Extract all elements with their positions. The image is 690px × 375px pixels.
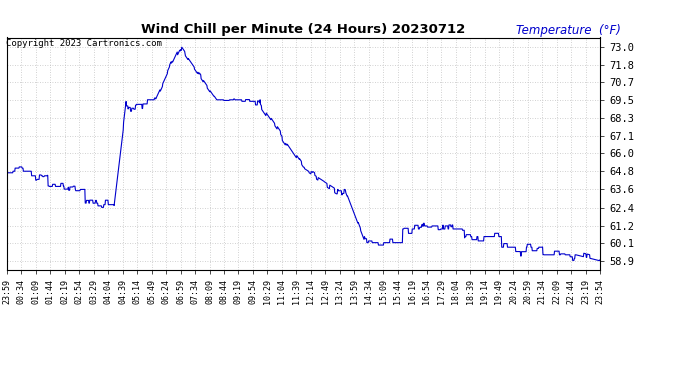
Text: Copyright 2023 Cartronics.com: Copyright 2023 Cartronics.com [6,39,161,48]
Title: Wind Chill per Minute (24 Hours) 20230712: Wind Chill per Minute (24 Hours) 2023071… [141,23,466,36]
Text: Temperature  (°F): Temperature (°F) [516,24,621,38]
